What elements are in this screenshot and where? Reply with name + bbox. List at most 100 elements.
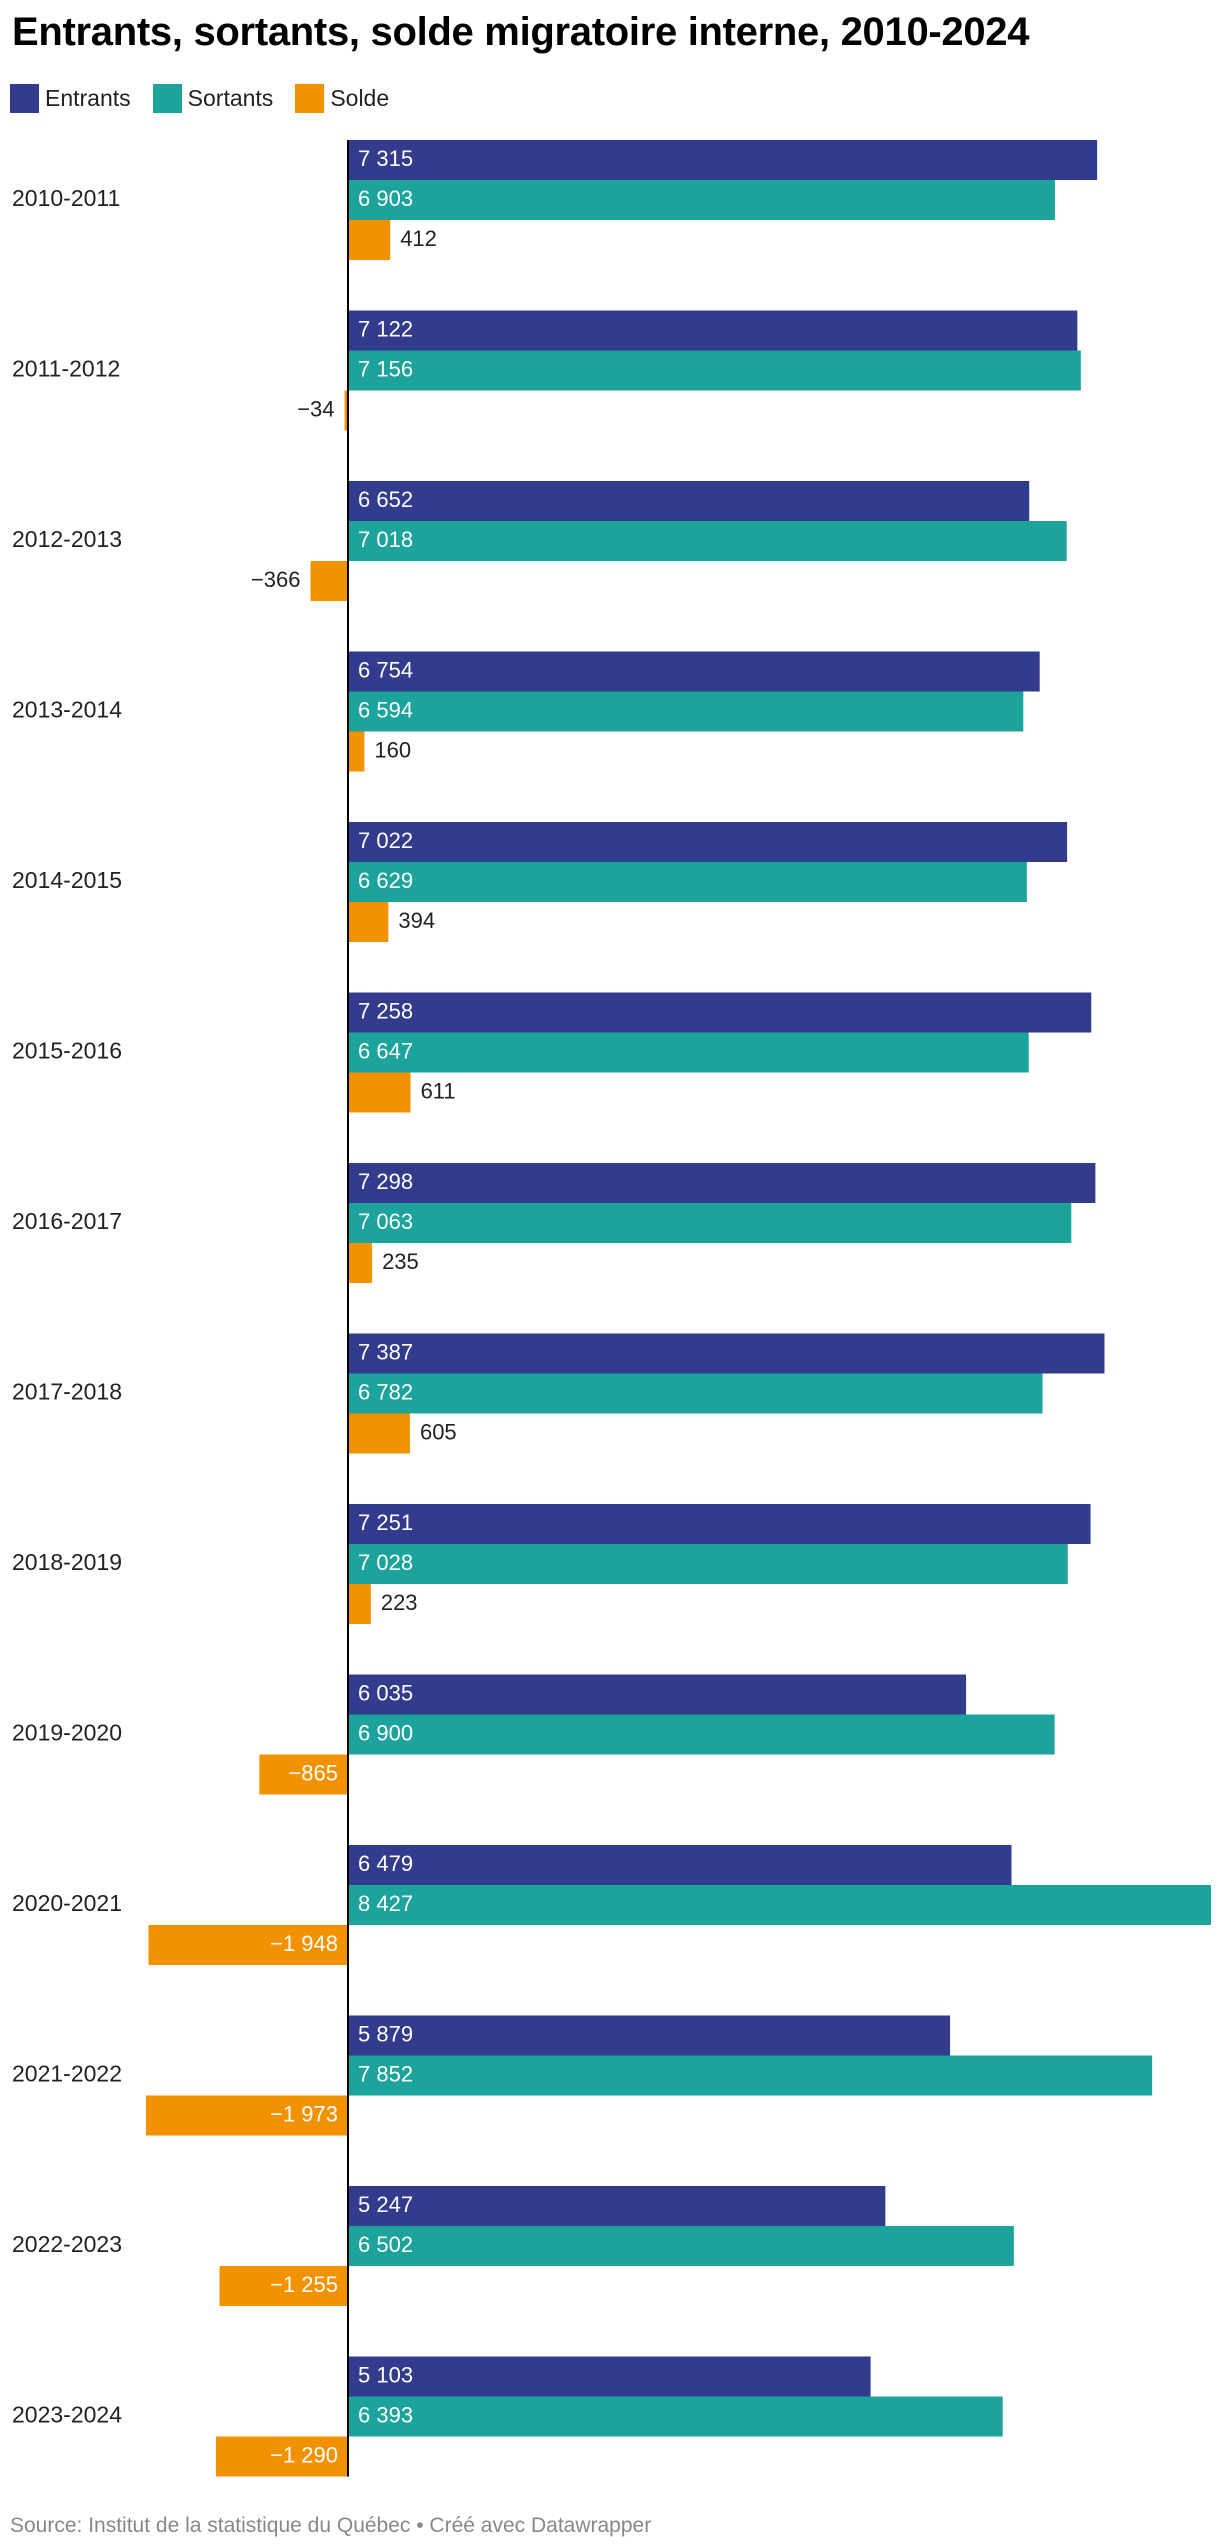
value-label-sortants: 6 647	[358, 1038, 413, 1063]
bar-sortants	[348, 350, 1081, 391]
bar-solde	[259, 1754, 348, 1795]
value-label-solde: −366	[251, 567, 301, 592]
bar-solde	[219, 2266, 348, 2306]
value-label-sortants: 7 852	[358, 2061, 413, 2086]
value-label-solde: −865	[288, 1760, 338, 1785]
category-label: 2023-2024	[12, 2402, 122, 2428]
category-label: 2016-2017	[12, 1208, 122, 1234]
value-label-solde: 611	[421, 1078, 456, 1103]
bar-entrants	[348, 1504, 1091, 1544]
value-label-solde: 412	[400, 226, 437, 251]
category-label: 2020-2021	[12, 1890, 122, 1916]
legend-item-sortants: Sortants	[152, 83, 274, 113]
legend-label-solde: Solde	[330, 84, 390, 111]
category-label: 2015-2016	[12, 1038, 122, 1064]
value-label-sortants: 7 028	[358, 1550, 413, 1575]
legend-label-entrants: Entrants	[45, 84, 131, 111]
value-label-entrants: 7 315	[358, 146, 413, 171]
bar-solde	[348, 1243, 373, 1283]
value-label-entrants: 6 754	[358, 657, 413, 682]
chart-title: Entrants, sortants, solde migratoire int…	[12, 10, 1030, 54]
category-label: 2010-2011	[12, 185, 120, 211]
bar-entrants	[348, 822, 1068, 862]
legend-swatch-entrants	[10, 83, 39, 113]
value-label-solde: −1 948	[270, 1931, 338, 1956]
category-label: 2012-2013	[12, 526, 122, 552]
bar-entrants	[348, 2186, 886, 2226]
value-label-sortants: 6 629	[358, 868, 413, 893]
bar-sortants	[348, 1885, 1211, 1925]
value-label-solde: 605	[420, 1419, 457, 1444]
bar-entrants	[348, 2356, 871, 2397]
bar-solde	[215, 2436, 348, 2477]
source-note: Source: Institut de la statistique du Qu…	[10, 2514, 652, 2537]
bar-sortants	[348, 180, 1055, 220]
bar-entrants	[348, 651, 1040, 692]
bar-entrants	[348, 2015, 951, 2056]
value-label-entrants: 7 298	[358, 1169, 413, 1194]
bar-solde	[348, 1072, 411, 1113]
bar-entrants	[348, 1845, 1012, 1885]
value-label-entrants: 7 251	[358, 1510, 413, 1535]
legend-swatch-solde	[295, 83, 325, 113]
bar-solde	[310, 561, 348, 601]
bar-solde	[344, 390, 348, 431]
bar-solde	[348, 902, 389, 942]
legend-item-solde: Solde	[295, 83, 390, 113]
value-label-sortants: 8 427	[358, 1891, 413, 1916]
bar-solde	[145, 2095, 348, 2136]
value-label-entrants: 7 258	[358, 998, 413, 1023]
bar-sortants	[348, 1714, 1055, 1755]
bar-sortants	[348, 2226, 1014, 2266]
bar-sortants	[348, 691, 1024, 732]
category-label: 2018-2019	[12, 1549, 122, 1575]
value-label-solde: −34	[297, 396, 334, 421]
category-label: 2022-2023	[12, 2231, 122, 2257]
bar-entrants	[348, 992, 1092, 1033]
bar-entrants	[348, 140, 1098, 180]
legend-label-sortants: Sortants	[187, 84, 274, 111]
bar-sortants	[348, 1373, 1043, 1414]
value-label-entrants: 5 879	[358, 2021, 413, 2046]
value-label-sortants: 6 900	[358, 1720, 413, 1745]
bar-entrants	[348, 1674, 967, 1715]
value-label-solde: −1 290	[270, 2442, 338, 2467]
bar-solde	[148, 1925, 348, 1965]
value-label-sortants: 7 018	[358, 527, 413, 552]
value-label-solde: 235	[382, 1249, 419, 1274]
value-label-sortants: 6 782	[358, 1379, 413, 1404]
bar-sortants	[348, 2055, 1153, 2096]
bar-solde	[348, 1413, 410, 1454]
bar-entrants	[348, 1163, 1096, 1203]
bar-sortants	[348, 862, 1027, 902]
bar-solde	[348, 731, 365, 772]
chart-legend: Entrants Sortants Solde	[10, 82, 411, 114]
value-label-entrants: 6 035	[358, 1680, 413, 1705]
value-label-sortants: 6 502	[358, 2232, 413, 2257]
value-label-solde: 160	[374, 737, 411, 762]
value-label-entrants: 6 479	[358, 1851, 413, 1876]
value-label-solde: −1 973	[270, 2101, 338, 2126]
bar-sortants	[348, 1203, 1072, 1243]
value-label-entrants: 7 022	[358, 828, 413, 853]
category-label: 2011-2012	[12, 356, 120, 382]
value-label-solde: −1 255	[270, 2272, 338, 2297]
bar-sortants	[348, 1032, 1029, 1073]
value-label-sortants: 7 063	[358, 1209, 413, 1234]
bar-solde	[348, 220, 391, 260]
value-label-sortants: 7 156	[358, 356, 413, 381]
bar-entrants	[348, 1333, 1105, 1374]
category-label: 2021-2022	[12, 2061, 122, 2087]
bar-entrants	[348, 310, 1078, 351]
value-label-entrants: 5 103	[358, 2362, 413, 2387]
category-label: 2014-2015	[12, 867, 122, 893]
value-label-entrants: 5 247	[358, 2192, 413, 2217]
bar-entrants	[348, 481, 1030, 521]
category-label: 2017-2018	[12, 1379, 122, 1405]
value-label-sortants: 6 903	[358, 186, 413, 211]
legend-swatch-sortants	[152, 83, 182, 113]
value-label-sortants: 6 594	[358, 697, 413, 722]
value-label-entrants: 7 387	[358, 1339, 413, 1364]
legend-item-entrants: Entrants	[10, 83, 131, 113]
